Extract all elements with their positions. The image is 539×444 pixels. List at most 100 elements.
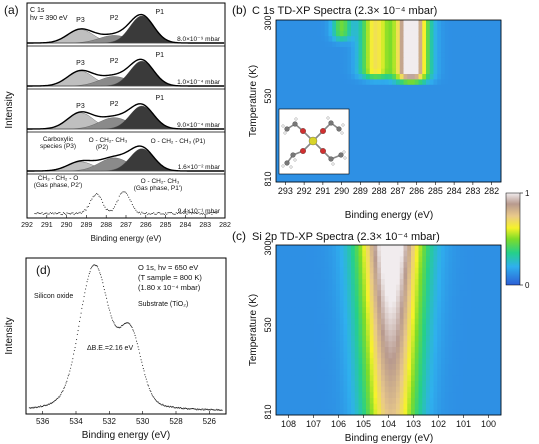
heatmap-cell — [441, 74, 446, 80]
heatmap-cell — [426, 409, 431, 416]
heatmap-cell — [302, 398, 307, 405]
heatmap-cell — [332, 296, 337, 303]
heatmap-cell — [429, 25, 434, 32]
heatmap-cell — [474, 41, 479, 48]
heatmap-cell — [324, 296, 329, 303]
spectrum-row: 8.0×10⁻⁹ mbar — [27, 13, 225, 44]
heatmap-cell — [471, 267, 476, 274]
heatmap-cell — [482, 25, 487, 32]
data-point — [185, 212, 187, 214]
heatmap-cell — [489, 369, 494, 376]
heatmap-cell — [377, 386, 382, 393]
heatmap-cell — [441, 313, 446, 320]
heatmap-cell — [324, 352, 329, 359]
heatmap-cell — [467, 95, 472, 102]
heatmap-cell — [377, 176, 382, 183]
heatmap-cell — [294, 245, 299, 252]
heatmap-cell — [358, 47, 363, 53]
heatmap-cell — [362, 301, 367, 308]
heatmap-cell — [497, 138, 502, 145]
heatmap-cell — [317, 403, 322, 410]
heatmap-cell — [298, 369, 303, 376]
heatmap-cell — [399, 403, 404, 410]
heatmap-cell — [403, 256, 408, 263]
heatmap-cell — [403, 262, 408, 269]
heatmap-cell — [373, 149, 378, 156]
heatmap-cell — [437, 74, 442, 80]
heatmap-cell — [332, 324, 337, 331]
heatmap-cell — [456, 381, 461, 388]
heatmap-cell — [366, 171, 371, 177]
heatmap-cell — [294, 74, 299, 80]
heatmap-cell — [463, 284, 468, 291]
heatmap-cell — [426, 57, 431, 64]
heatmap-cell — [302, 176, 307, 183]
heatmap-cell — [411, 165, 416, 172]
heatmap-cell — [287, 307, 292, 314]
heatmap-cell — [302, 63, 307, 69]
heatmap-cell — [381, 68, 386, 75]
heatmap-cell — [276, 133, 281, 140]
panel-d-xlabel: Binding energy (eV) — [82, 430, 170, 441]
heatmap-cell — [467, 330, 472, 337]
data-point — [32, 406, 34, 408]
heatmap-cell — [429, 301, 434, 308]
heatmap-cell — [482, 279, 487, 286]
heatmap-cell — [377, 30, 382, 37]
heatmap-cell — [418, 398, 423, 405]
heatmap-cell — [474, 84, 479, 91]
heatmap-cell — [336, 74, 341, 80]
heatmap-cell — [384, 79, 389, 86]
data-point — [168, 211, 170, 214]
heatmap-cell — [486, 307, 491, 314]
heatmap-cell — [474, 74, 479, 80]
heatmap-cell — [486, 313, 491, 320]
heatmap-cell — [489, 245, 494, 252]
heatmap-cell — [392, 313, 397, 320]
heatmap-cell — [373, 381, 378, 388]
heatmap-cell — [482, 296, 487, 303]
heatmap-cell — [362, 171, 367, 177]
heatmap-cell — [452, 128, 457, 134]
heatmap-cell — [354, 95, 359, 102]
heatmap-cell — [463, 290, 468, 297]
heatmap-cell — [332, 403, 337, 410]
heatmap-cell — [407, 95, 412, 102]
heatmap-cell — [358, 324, 363, 331]
heatmap-cell — [489, 47, 494, 53]
heatmap-cell — [459, 68, 464, 75]
heatmap-cell — [414, 57, 419, 64]
heatmap-cell — [463, 358, 468, 365]
heatmap-cell — [291, 330, 296, 337]
heatmap-cell — [452, 133, 457, 140]
heatmap-cell — [471, 262, 476, 269]
heatmap-cell — [489, 160, 494, 167]
heatmap-cell — [343, 369, 348, 376]
heatmap-cell — [283, 101, 288, 107]
peak-label-p1: P1 — [155, 95, 164, 102]
heatmap-cell — [441, 165, 446, 172]
heatmap-cell — [317, 101, 322, 107]
panel-a-xlabel: Binding energy (eV) — [91, 234, 162, 243]
heatmap-cell — [426, 364, 431, 371]
heatmap-cell — [317, 20, 322, 26]
heatmap-cell — [399, 47, 404, 53]
heatmap-cell — [283, 369, 288, 376]
heatmap-cell — [321, 279, 326, 286]
heatmap-cell — [358, 279, 363, 286]
heatmap-cell — [452, 111, 457, 118]
heatmap-cell — [433, 41, 438, 48]
heatmap-cell — [373, 79, 378, 86]
heatmap-cell — [328, 68, 333, 75]
heatmap-cell — [388, 364, 393, 371]
heatmap-cell — [287, 335, 292, 342]
heatmap-cell — [339, 20, 344, 26]
heatmap-cell — [418, 267, 423, 274]
heatmap-cell — [283, 41, 288, 48]
heatmap-cell — [399, 106, 404, 113]
heatmap-cell — [418, 318, 423, 325]
heatmap-cell — [366, 176, 371, 183]
data-point — [206, 213, 208, 215]
heatmap-cell — [448, 369, 453, 376]
heatmap-cell — [358, 176, 363, 183]
